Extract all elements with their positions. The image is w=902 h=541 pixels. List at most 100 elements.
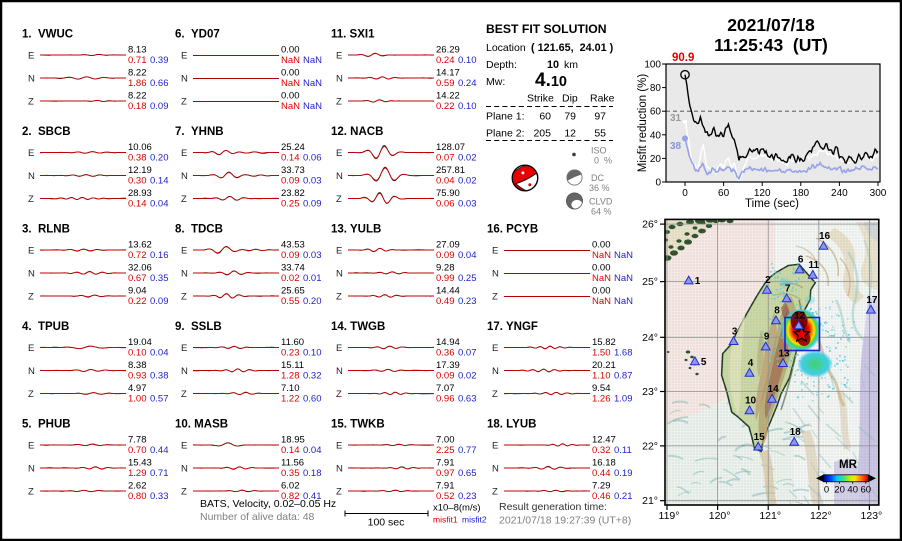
- svg-text:0.03: 0.03: [303, 176, 322, 187]
- svg-text:80: 80: [650, 83, 662, 94]
- svg-text:90.9: 90.9: [672, 52, 694, 64]
- svg-text:38: 38: [670, 141, 682, 152]
- svg-text:Z: Z: [492, 487, 498, 498]
- svg-text:2021/07/18: 2021/07/18: [727, 15, 815, 35]
- svg-text:3: 3: [732, 326, 738, 337]
- svg-text:N: N: [28, 74, 35, 85]
- svg-text:180: 180: [792, 188, 809, 199]
- svg-text:120: 120: [754, 188, 771, 199]
- svg-text:1.68: 1.68: [614, 348, 633, 359]
- svg-text:0.00: 0.00: [592, 286, 611, 297]
- svg-text:4: 4: [748, 358, 754, 369]
- svg-text:( 121.65, 24.01 ): ( 121.65, 24.01 ): [531, 42, 614, 54]
- svg-text:0.25: 0.25: [281, 199, 300, 210]
- svg-text:0.03: 0.03: [303, 250, 322, 261]
- svg-text:12: 12: [564, 128, 576, 140]
- svg-text:14: 14: [768, 384, 780, 395]
- svg-text:7.91: 7.91: [436, 458, 455, 469]
- svg-text:N: N: [336, 74, 343, 85]
- svg-text:N: N: [28, 171, 35, 182]
- svg-text:0.55: 0.55: [281, 296, 300, 307]
- svg-text:0.71: 0.71: [128, 55, 147, 66]
- svg-text:N: N: [181, 464, 188, 475]
- svg-text:40: 40: [650, 130, 662, 141]
- svg-text:15. TWKB: 15. TWKB: [331, 419, 385, 431]
- svg-text:N: N: [336, 171, 343, 182]
- svg-text:0.87: 0.87: [614, 371, 633, 382]
- svg-text:N: N: [181, 366, 188, 377]
- svg-text:16: 16: [819, 231, 831, 242]
- svg-text:ISO: ISO: [591, 146, 607, 156]
- svg-text:7: 7: [785, 284, 791, 295]
- svg-text:10.06: 10.06: [128, 142, 152, 153]
- svg-text:14.17: 14.17: [436, 68, 460, 79]
- svg-text:1.00: 1.00: [128, 394, 147, 405]
- svg-text:0.23: 0.23: [281, 348, 300, 359]
- svg-text:E: E: [181, 441, 187, 452]
- svg-text:25°: 25°: [642, 276, 658, 288]
- svg-text:0.59: 0.59: [436, 78, 455, 89]
- svg-text:Z: Z: [181, 292, 187, 303]
- svg-text:Number of alive data: 48: Number of alive data: 48: [200, 511, 315, 523]
- svg-text:60: 60: [650, 107, 662, 118]
- svg-text:11. SXI1: 11. SXI1: [331, 29, 375, 41]
- svg-text:2021/07/18 19:27:39 (UT+8): 2021/07/18 19:27:39 (UT+8): [499, 515, 631, 527]
- svg-text:10. MASB: 10. MASB: [175, 419, 228, 431]
- svg-text:0.97: 0.97: [436, 468, 455, 479]
- svg-text:6. YD07: 6. YD07: [175, 29, 220, 41]
- svg-text:24°: 24°: [642, 332, 658, 344]
- svg-text:0.14: 0.14: [128, 199, 147, 210]
- svg-text:0.44: 0.44: [592, 468, 611, 479]
- svg-text:12.19: 12.19: [128, 165, 152, 176]
- svg-text:0.24: 0.24: [436, 55, 455, 66]
- svg-text:N: N: [336, 366, 343, 377]
- svg-text:Rake: Rake: [590, 93, 615, 105]
- svg-text:15.11: 15.11: [281, 360, 304, 371]
- svg-text:100 sec: 100 sec: [368, 517, 405, 529]
- svg-text:7.78: 7.78: [128, 435, 147, 446]
- svg-text:21°: 21°: [642, 495, 658, 507]
- svg-text:DC: DC: [591, 173, 604, 183]
- svg-text:NaN: NaN: [614, 250, 633, 261]
- svg-text:1.22: 1.22: [281, 394, 300, 405]
- svg-text:20: 20: [650, 154, 662, 165]
- svg-text:7.91: 7.91: [436, 481, 455, 492]
- svg-text:1. VWUC: 1. VWUC: [22, 29, 73, 41]
- svg-text:18. LYUB: 18. LYUB: [487, 419, 536, 431]
- svg-text:E: E: [181, 148, 187, 159]
- svg-text:0.18: 0.18: [303, 468, 322, 479]
- svg-text:0.57: 0.57: [150, 394, 169, 405]
- svg-text:4. TPUB: 4. TPUB: [22, 321, 69, 333]
- svg-text:100: 100: [644, 60, 661, 71]
- svg-text:13.62: 13.62: [128, 240, 152, 251]
- svg-text:257.81: 257.81: [436, 165, 465, 176]
- svg-text:0.38: 0.38: [128, 153, 147, 164]
- svg-text:0.63: 0.63: [458, 394, 477, 405]
- svg-text:23°: 23°: [642, 386, 658, 398]
- svg-text:2.25: 2.25: [436, 445, 455, 456]
- svg-text:15.43: 15.43: [128, 458, 152, 469]
- svg-text:0.60: 0.60: [303, 394, 322, 405]
- svg-text:1.50: 1.50: [592, 348, 611, 359]
- svg-text:0.09: 0.09: [436, 371, 455, 382]
- svg-text:0.04: 0.04: [436, 176, 455, 187]
- svg-text:16. PCYB: 16. PCYB: [487, 224, 538, 236]
- svg-text:E: E: [336, 343, 342, 354]
- svg-text:E: E: [28, 343, 34, 354]
- svg-text:MR: MR: [839, 459, 858, 471]
- svg-text:0.04: 0.04: [458, 250, 477, 261]
- svg-text:0.66: 0.66: [150, 78, 169, 89]
- svg-text:1.28: 1.28: [281, 371, 300, 382]
- svg-text:0.35: 0.35: [150, 273, 169, 284]
- svg-text:0.32: 0.32: [303, 371, 322, 382]
- svg-text:0.52: 0.52: [436, 491, 455, 502]
- svg-text:0.10: 0.10: [458, 55, 477, 66]
- svg-text:NaN: NaN: [303, 55, 322, 66]
- svg-text:0.04: 0.04: [150, 348, 169, 359]
- svg-text:2: 2: [765, 275, 771, 286]
- svg-text:5. PHUB: 5. PHUB: [22, 419, 71, 431]
- svg-text:0.19: 0.19: [614, 468, 633, 479]
- svg-text:0.24: 0.24: [458, 78, 477, 89]
- svg-text:0.06: 0.06: [303, 153, 322, 164]
- svg-text:Strike: Strike: [527, 93, 554, 105]
